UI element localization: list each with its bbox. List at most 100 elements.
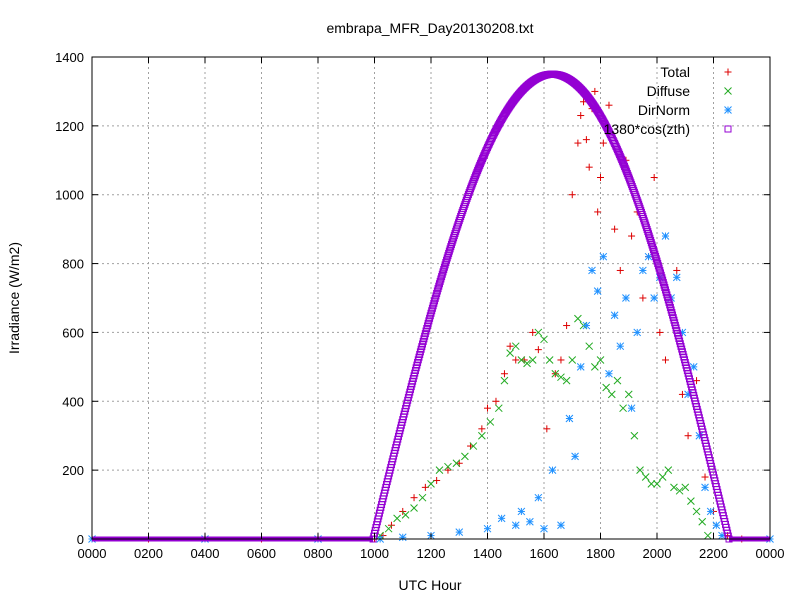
- series-diffuse-point: [401, 511, 410, 519]
- series-total-point: [534, 346, 542, 354]
- series-diffuse-point: [670, 483, 678, 492]
- series-diffuse-point: [664, 466, 673, 474]
- series-cos-point: [657, 269, 665, 277]
- x-tick-label: 0600: [247, 546, 276, 561]
- series-cos-point: [436, 277, 444, 285]
- series-dirnorm-point: [548, 466, 557, 474]
- series-cos-point: [662, 288, 670, 296]
- series-dirnorm-point: [571, 452, 579, 461]
- series-diffuse-point: [607, 390, 616, 399]
- series-cos-point: [650, 248, 658, 256]
- legend-label-diffuse: Diffuse: [647, 83, 691, 99]
- series-diffuse-point: [427, 480, 435, 488]
- series-diffuse-point: [469, 442, 478, 450]
- y-tick-label: 400: [62, 394, 84, 409]
- series-dirnorm-point: [582, 321, 591, 330]
- series-cos-point: [644, 228, 652, 236]
- series-cos-point: [652, 255, 660, 263]
- y-tick-label: 0: [77, 532, 84, 547]
- series-cos-point: [444, 252, 452, 260]
- series-cos-point: [435, 282, 443, 290]
- series-cos-point: [428, 307, 436, 315]
- series-cos-point: [450, 234, 458, 242]
- series-diffuse-point: [444, 462, 452, 471]
- y-axis-label: Irradiance (W/m2): [6, 242, 22, 354]
- series-cos-point: [657, 271, 665, 279]
- series-diffuse-point: [528, 356, 537, 364]
- series-cos-point: [471, 174, 479, 182]
- y-tick-label: 200: [62, 463, 84, 478]
- series-diffuse-point: [477, 431, 486, 440]
- series-dirnorm-point: [627, 404, 636, 413]
- x-tick-label: 1400: [473, 546, 502, 561]
- series-total-point: [585, 163, 593, 171]
- series-total-point: [599, 139, 607, 147]
- series-diffuse-point: [619, 404, 627, 413]
- series-dirnorm-point: [565, 414, 574, 423]
- series-dirnorm-point: [534, 493, 543, 502]
- series-diffuse-point: [630, 431, 639, 440]
- series-cos-point: [654, 262, 662, 270]
- series-cos-point: [642, 221, 650, 229]
- series-cos-point: [646, 234, 654, 242]
- series-cos-point: [435, 280, 443, 288]
- series-cos-point: [647, 239, 655, 247]
- legend-label-total: Total: [660, 64, 690, 80]
- series-dirnorm-point: [398, 533, 407, 542]
- series-cos-point: [449, 236, 457, 244]
- series-total-point: [611, 225, 619, 233]
- x-tick-label: 2200: [699, 546, 728, 561]
- series-cos-point: [645, 230, 653, 238]
- series-cos-point: [445, 249, 453, 257]
- series-cos-point: [445, 247, 453, 255]
- series-diffuse-point: [534, 328, 543, 337]
- x-tick-label: 2000: [643, 546, 672, 561]
- series-cos-point: [621, 162, 629, 170]
- series-total-point: [594, 208, 602, 216]
- series-total-point: [529, 328, 537, 336]
- series-diffuse-point: [545, 356, 554, 364]
- series-cos-point: [431, 294, 439, 302]
- series-cos-point: [428, 304, 436, 312]
- series-cos-point: [440, 266, 448, 274]
- x-tick-label: 0800: [304, 546, 333, 561]
- series-total-point: [605, 101, 613, 109]
- series-cos-point: [442, 259, 450, 267]
- series-cos-point: [654, 259, 662, 267]
- series-total-point: [444, 466, 452, 474]
- series-cos-point: [649, 243, 657, 251]
- series-cos-point: [664, 293, 672, 301]
- series-cos-point: [651, 250, 659, 258]
- series-dirnorm-point: [605, 369, 613, 378]
- series-dirnorm-point: [517, 507, 526, 516]
- series-cos-point: [645, 232, 653, 240]
- x-tick-label: 0000: [78, 546, 107, 561]
- series-total-point: [574, 139, 582, 147]
- series-cos-point: [438, 270, 446, 278]
- series-dirnorm-point: [633, 328, 642, 337]
- series-cos-point: [659, 279, 667, 287]
- series-dirnorm-point: [526, 517, 534, 526]
- series-diffuse-point: [511, 342, 520, 351]
- series-total-point: [557, 356, 565, 364]
- series-total-point: [701, 473, 709, 481]
- series-dirnorm-point: [650, 294, 659, 302]
- series-dirnorm-point: [672, 273, 681, 282]
- series-diffuse-point: [585, 342, 594, 351]
- series-total-point: [563, 322, 571, 330]
- series-dirnorm-point: [593, 287, 602, 295]
- series-dirnorm-point: [511, 521, 520, 530]
- series-diffuse-point: [435, 466, 444, 474]
- series-diffuse-point: [557, 373, 565, 382]
- series-cos-point: [649, 246, 657, 254]
- series-dirnorm-point: [610, 311, 619, 320]
- legend: Total Diffuse DirNorm 1380*cos(zth): [604, 64, 732, 137]
- series-cos-point: [652, 252, 660, 260]
- series-diffuse-point: [624, 390, 633, 399]
- series-diffuse-point: [384, 524, 393, 533]
- series-cos-point: [469, 177, 477, 185]
- series-dirnorm-point: [706, 507, 715, 516]
- series-cos-point: [473, 168, 481, 176]
- series-diffuse-point: [613, 376, 622, 385]
